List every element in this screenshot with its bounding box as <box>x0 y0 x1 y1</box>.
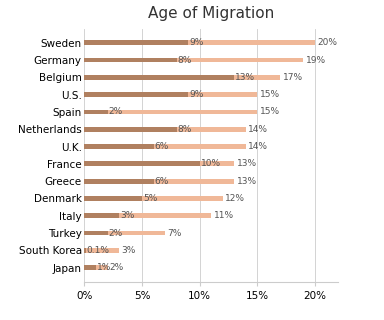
Text: 6%: 6% <box>155 142 169 151</box>
Text: 20%: 20% <box>317 38 337 47</box>
Bar <box>84 265 108 270</box>
Bar <box>84 40 188 45</box>
Text: 8%: 8% <box>178 55 192 65</box>
Text: 13%: 13% <box>237 177 257 186</box>
Text: 3%: 3% <box>121 246 136 255</box>
Bar <box>84 248 86 253</box>
Text: 3%: 3% <box>120 211 134 220</box>
Bar <box>84 127 246 132</box>
Text: 10%: 10% <box>201 159 221 168</box>
Title: Age of Migration: Age of Migration <box>148 6 274 21</box>
Bar <box>84 144 154 149</box>
Text: 5%: 5% <box>143 194 157 203</box>
Bar <box>84 58 303 62</box>
Bar <box>84 127 177 132</box>
Bar <box>84 231 108 236</box>
Bar <box>84 265 96 270</box>
Text: 6%: 6% <box>155 177 169 186</box>
Bar <box>84 40 315 45</box>
Text: 0.1%: 0.1% <box>87 246 110 255</box>
Text: 2%: 2% <box>110 263 124 272</box>
Text: 13%: 13% <box>235 73 255 82</box>
Text: 8%: 8% <box>178 125 192 134</box>
Bar <box>84 92 257 97</box>
Text: 13%: 13% <box>237 159 257 168</box>
Bar <box>84 213 119 218</box>
Text: 2%: 2% <box>109 228 123 237</box>
Text: 17%: 17% <box>283 73 303 82</box>
Text: 1%: 1% <box>97 263 111 272</box>
Text: 11%: 11% <box>214 211 233 220</box>
Bar <box>84 196 142 201</box>
Text: 9%: 9% <box>189 90 204 99</box>
Text: 9%: 9% <box>189 38 204 47</box>
Text: 12%: 12% <box>225 194 245 203</box>
Bar <box>84 161 234 166</box>
Bar <box>84 213 211 218</box>
Text: 15%: 15% <box>260 108 280 116</box>
Bar <box>84 58 177 62</box>
Bar <box>84 144 246 149</box>
Text: 14%: 14% <box>248 142 268 151</box>
Bar <box>84 196 223 201</box>
Text: 14%: 14% <box>248 125 268 134</box>
Bar <box>84 248 119 253</box>
Text: 19%: 19% <box>306 55 326 65</box>
Bar <box>84 161 200 166</box>
Text: 15%: 15% <box>260 90 280 99</box>
Bar <box>84 179 234 184</box>
Bar <box>84 179 154 184</box>
Bar <box>84 75 280 80</box>
Bar <box>84 75 234 80</box>
Bar <box>84 231 165 236</box>
Text: 7%: 7% <box>167 228 182 237</box>
Bar <box>84 92 188 97</box>
Bar <box>84 109 108 114</box>
Bar <box>84 109 257 114</box>
Text: 2%: 2% <box>109 108 123 116</box>
